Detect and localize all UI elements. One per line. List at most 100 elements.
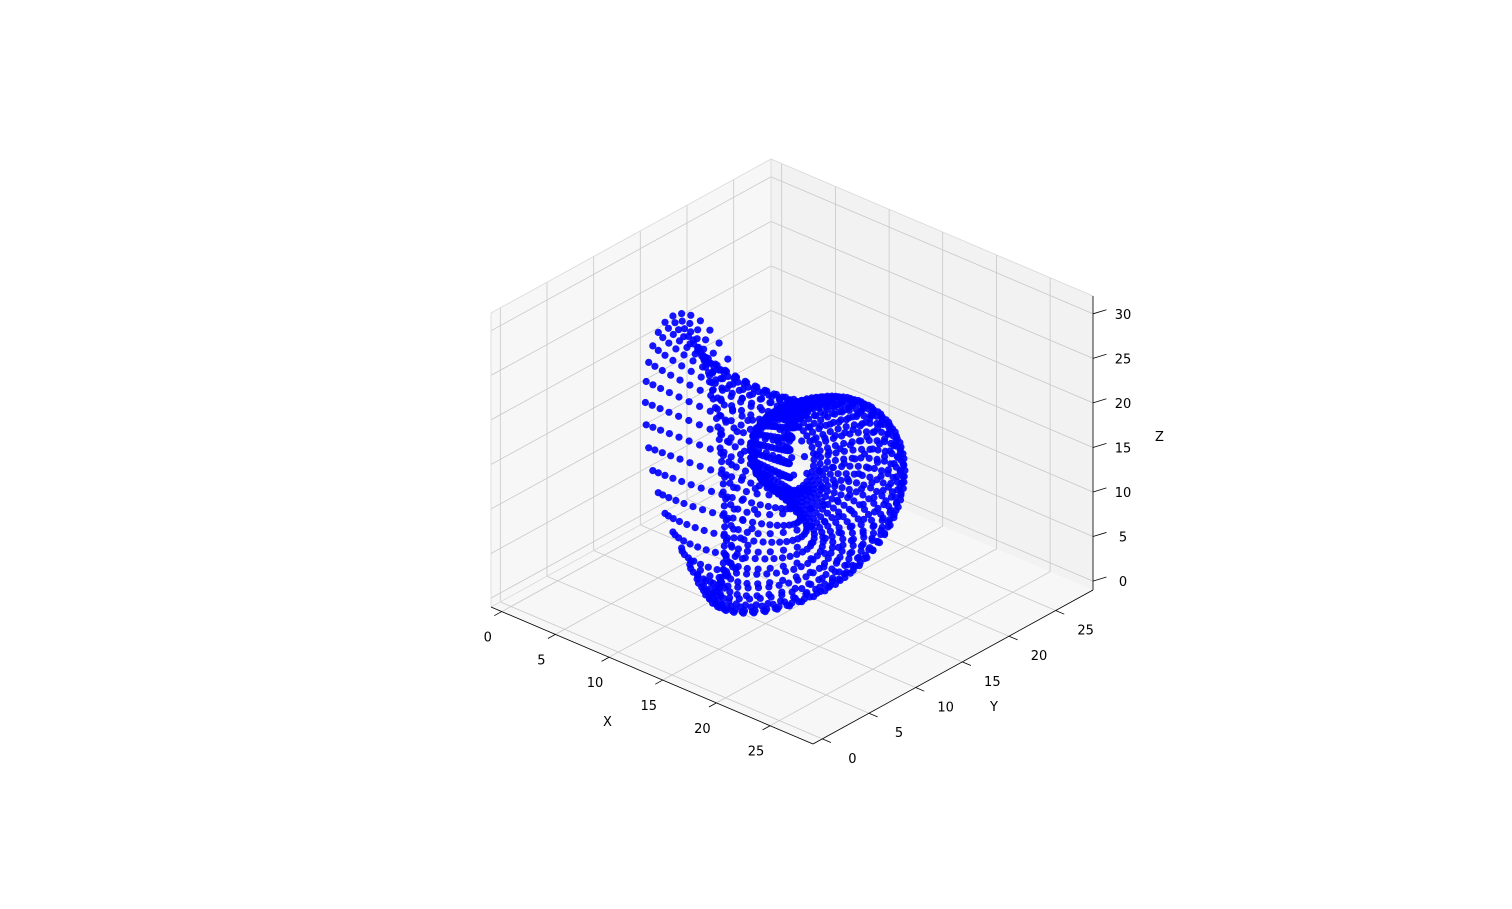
scatter-point [845,485,853,494]
scatter-point [832,518,840,527]
scatter-point [840,439,848,448]
scatter-point [829,538,837,546]
scatter-point [672,345,680,353]
scatter-point [737,406,746,415]
z-tick [1092,398,1107,404]
scatter-point [721,523,729,531]
scatter-point [899,484,907,492]
scatter-point [861,450,869,458]
scatter-point [778,491,786,499]
scatter-point [661,351,669,359]
scatter-point [717,375,725,383]
scatter-point [754,388,763,396]
scatter-point [884,518,893,527]
scatter-point [859,491,867,499]
scatter-point [788,454,796,462]
scatter-point [739,429,748,437]
scatter-point [732,569,741,577]
scatter-point [669,474,677,482]
scatter-point [738,412,746,420]
scatter-point [821,434,829,442]
scatter-point [816,460,824,468]
scatter-point [783,423,791,431]
scatter-point [680,499,688,508]
scatter-point [896,448,905,456]
z-tick [1092,442,1107,448]
scatter-point [649,467,657,475]
scatter-point [779,576,787,585]
scatter-point [731,443,739,451]
scatter-point [820,501,828,509]
scatter-point [881,435,889,443]
scatter-point [826,470,834,478]
scatter-point [875,440,884,448]
scatter-point [769,409,777,417]
scatter-point [821,518,829,526]
scatter-point [773,521,781,530]
scatter-point [719,451,728,460]
scatter-point [778,401,786,409]
x-tick-label: 0 [484,631,492,646]
scatter-point [725,598,733,606]
scatter-point [741,601,750,609]
scatter-point [706,445,714,453]
scatter-point [860,515,868,523]
scatter-point [764,471,772,479]
scatter-point [743,564,751,573]
scatter-point [710,529,718,537]
scatter-point [770,486,778,494]
scatter-point [700,526,708,535]
scatter-point [739,495,747,503]
scatter-point [849,425,857,433]
scatter-point [696,462,704,470]
y-tick-label: 10 [937,701,954,716]
scatter-point [805,487,813,495]
scatter-point [764,599,772,608]
scatter-point [706,407,714,415]
scatter-point [669,515,677,523]
scatter-point [813,451,821,459]
scatter-point [768,538,776,546]
x-tick [762,725,771,731]
scatter-point [766,530,774,538]
scatter-point [777,597,785,605]
scatter-point [843,518,851,526]
scatter-point [854,462,862,470]
scatter-point [834,425,842,433]
scatter-point [734,505,742,513]
scatter-point [734,526,742,534]
scatter-point [669,312,677,320]
scatter-point [659,334,667,342]
scatter-point [664,324,673,332]
scatter-point [779,546,788,554]
scatter-point [722,536,731,545]
scatter-point [770,555,778,563]
scatter-point [746,425,755,433]
y-tick [915,687,925,692]
scatter-point [897,466,905,474]
scatter-point [743,508,751,516]
scatter-point [720,549,728,557]
scatter-point [879,479,887,487]
scatter-point [775,394,783,402]
scatter-point [754,565,762,573]
scatter-point [718,431,726,439]
scatter-point [719,480,727,488]
scatter-point [763,453,771,461]
scatter-point [864,510,873,519]
scatter-point [678,477,686,486]
scatter-point [821,411,829,419]
scatter-point [714,423,722,431]
scatter-point [739,516,747,524]
scatter-point [680,537,688,545]
scatter-point [836,576,844,585]
scatter-point [802,412,810,420]
scatter-point [760,419,768,427]
scatter-point [825,448,833,456]
scatter-point [733,590,741,599]
scatter-point [865,464,873,472]
scatter-point [878,467,886,475]
scatter-point [748,499,756,507]
scatter-point [766,521,774,529]
scatter-point [869,445,877,453]
